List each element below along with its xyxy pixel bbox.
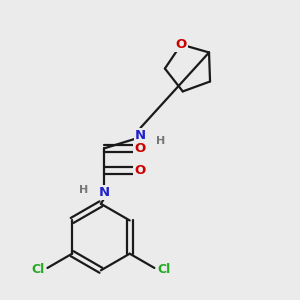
Text: O: O [134, 142, 145, 155]
Text: Cl: Cl [157, 263, 170, 276]
Text: O: O [134, 164, 145, 177]
Text: Cl: Cl [31, 263, 45, 276]
Text: O: O [176, 38, 187, 51]
Text: H: H [155, 136, 165, 146]
Text: H: H [79, 185, 88, 195]
Text: N: N [98, 186, 110, 199]
Text: N: N [135, 129, 146, 142]
